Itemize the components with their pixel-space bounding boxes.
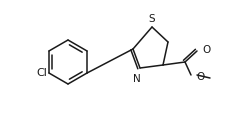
- Text: O: O: [202, 45, 210, 55]
- Text: S: S: [149, 14, 155, 24]
- Text: O: O: [196, 72, 204, 82]
- Text: Cl: Cl: [36, 68, 47, 78]
- Text: N: N: [133, 74, 141, 84]
